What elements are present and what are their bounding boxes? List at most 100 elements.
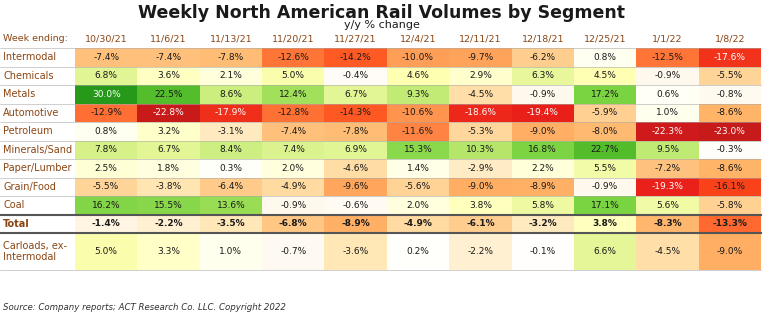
Bar [262,104,325,122]
Bar [138,66,199,85]
Text: -19.4%: -19.4% [527,108,558,117]
Text: -0.9%: -0.9% [529,90,556,99]
Bar [387,48,449,66]
Bar [636,233,698,270]
Text: -7.8%: -7.8% [218,53,244,62]
Text: -0.9%: -0.9% [280,201,306,210]
Text: 1.0%: 1.0% [656,108,679,117]
Bar [449,48,512,66]
Text: 6.7%: 6.7% [157,145,180,154]
Text: -12.8%: -12.8% [277,108,309,117]
Text: -0.3%: -0.3% [717,145,743,154]
Text: 8.4%: 8.4% [219,145,242,154]
Text: 3.3%: 3.3% [157,247,180,256]
Bar [449,215,512,233]
Bar [325,215,387,233]
Text: 2.2%: 2.2% [531,164,554,173]
Bar [138,104,199,122]
Bar [262,215,325,233]
Text: Intermodal: Intermodal [3,52,56,62]
Text: -2.9%: -2.9% [468,164,494,173]
Text: -8.6%: -8.6% [717,108,743,117]
Bar [199,233,262,270]
Text: -11.6%: -11.6% [402,127,434,136]
Bar [325,141,387,159]
Text: 7.4%: 7.4% [282,145,305,154]
Text: -7.2%: -7.2% [655,164,681,173]
Bar [636,141,698,159]
Text: Grain/Food: Grain/Food [3,182,56,192]
Bar [138,85,199,104]
Text: 1.0%: 1.0% [219,247,242,256]
Bar [698,66,761,85]
Bar [512,196,574,215]
Bar [449,104,512,122]
Bar [512,85,574,104]
Text: -17.6%: -17.6% [714,53,746,62]
Bar [199,66,262,85]
Text: 0.3%: 0.3% [219,164,242,173]
Text: 1/1/22: 1/1/22 [652,34,683,43]
Text: Minerals/Sand: Minerals/Sand [3,145,72,155]
Text: -4.6%: -4.6% [342,164,369,173]
Text: -4.9%: -4.9% [280,182,306,191]
Text: 3.8%: 3.8% [469,201,492,210]
Bar [512,159,574,178]
Text: 1.4%: 1.4% [406,164,429,173]
Text: 6.7%: 6.7% [344,90,367,99]
Text: 12/18/21: 12/18/21 [522,34,564,43]
Bar [325,233,387,270]
Text: 0.6%: 0.6% [656,90,679,99]
Text: 16.8%: 16.8% [529,145,557,154]
Bar [636,85,698,104]
Text: 11/27/21: 11/27/21 [335,34,377,43]
Text: -6.2%: -6.2% [529,53,555,62]
Text: 3.2%: 3.2% [157,127,180,136]
Bar [262,122,325,141]
Text: -4.5%: -4.5% [655,247,681,256]
Text: 15.3%: 15.3% [403,145,432,154]
Bar [325,66,387,85]
Text: Chemicals: Chemicals [3,71,53,81]
Bar [387,141,449,159]
Text: 5.8%: 5.8% [531,201,554,210]
Text: -8.3%: -8.3% [653,219,681,228]
Bar [138,159,199,178]
Text: -12.6%: -12.6% [277,53,309,62]
Bar [698,48,761,66]
Text: -9.0%: -9.0% [468,182,494,191]
Text: 5.0%: 5.0% [282,71,305,80]
Text: -2.2%: -2.2% [468,247,494,256]
Bar [512,141,574,159]
Text: -0.1%: -0.1% [529,247,556,256]
Bar [512,122,574,141]
Bar [698,104,761,122]
Bar [387,85,449,104]
Bar [199,48,262,66]
Bar [199,85,262,104]
Text: 12.4%: 12.4% [279,90,308,99]
Text: 9.3%: 9.3% [406,90,429,99]
Bar [636,215,698,233]
Text: -7.4%: -7.4% [93,53,119,62]
Text: -8.0%: -8.0% [592,127,618,136]
Text: 16.2%: 16.2% [92,201,121,210]
Text: 7.8%: 7.8% [95,145,118,154]
Text: -4.5%: -4.5% [468,90,494,99]
Text: 8.6%: 8.6% [219,90,242,99]
Bar [75,196,138,215]
Text: -0.7%: -0.7% [280,247,306,256]
Bar [75,104,138,122]
Bar [574,196,636,215]
Text: 30.0%: 30.0% [92,90,121,99]
Text: 2.5%: 2.5% [95,164,118,173]
Text: -0.6%: -0.6% [342,201,369,210]
Text: -23.0%: -23.0% [714,127,746,136]
Text: 12/25/21: 12/25/21 [584,34,626,43]
Bar [138,233,199,270]
Bar [449,159,512,178]
Bar [636,159,698,178]
Bar [262,159,325,178]
Text: -1.4%: -1.4% [92,219,121,228]
Bar [449,178,512,196]
